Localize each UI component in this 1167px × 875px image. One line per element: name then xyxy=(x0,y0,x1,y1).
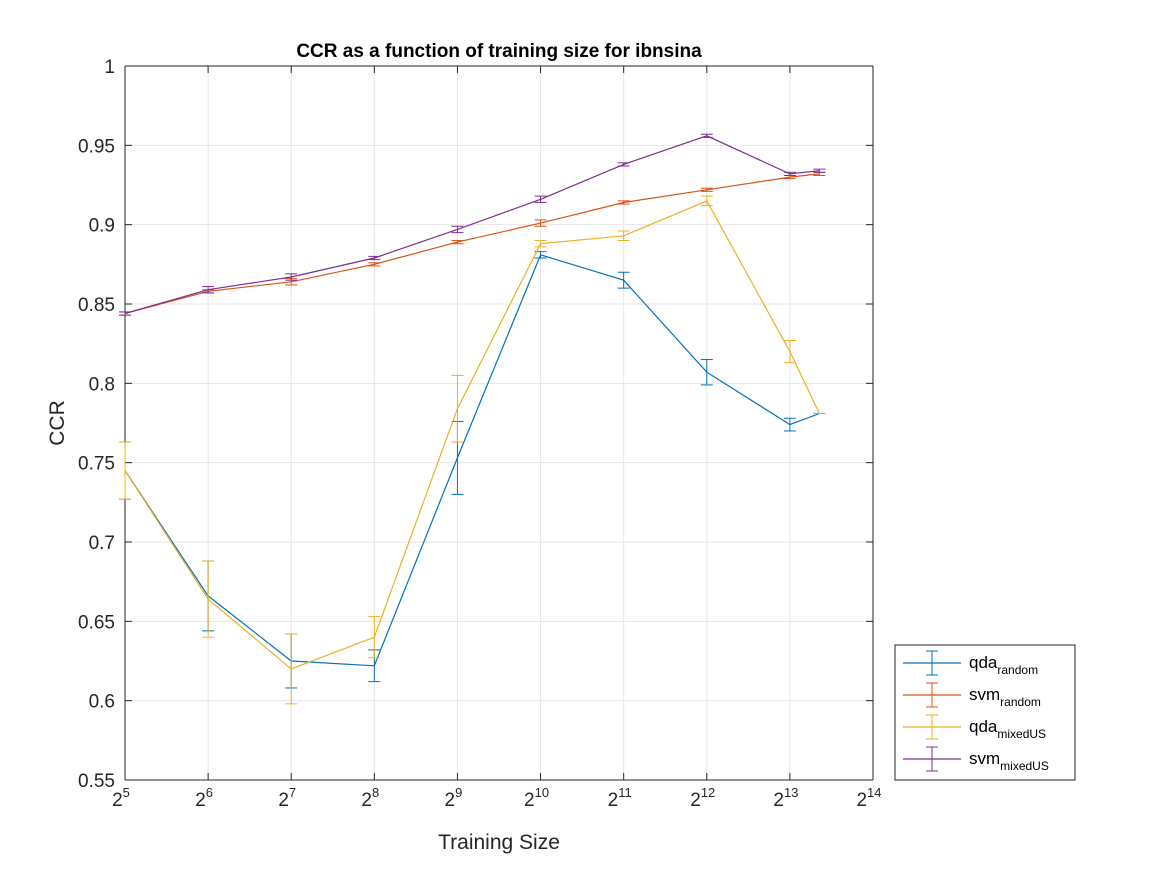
plot-area xyxy=(125,66,873,780)
grid xyxy=(125,66,873,780)
x-tick-label: 213 xyxy=(773,785,798,811)
legend-item: qdarandom xyxy=(903,650,1038,677)
series-line xyxy=(124,173,820,315)
legend-label: qdarandom xyxy=(969,653,1038,677)
x-axis-label: Training Size xyxy=(438,831,560,854)
y-tick-label: 0.65 xyxy=(78,612,115,633)
y-tick-label: 0.6 xyxy=(89,692,115,713)
chart-title: CCR as a function of training size for i… xyxy=(296,41,702,62)
x-tick-label: 210 xyxy=(524,785,549,811)
x-tick-label: 211 xyxy=(608,785,632,811)
series-qda-mixedUS xyxy=(119,195,826,705)
x-tick-label: 212 xyxy=(690,785,715,811)
y-tick-label: 0.8 xyxy=(89,374,115,395)
y-tick-label: 0.75 xyxy=(78,454,115,475)
legend-box xyxy=(894,644,1076,781)
x-tick-label: 26 xyxy=(195,785,213,811)
axes: 25 26 27 28 29 210 211 212 213 214 0.55 0.6 0.65 0.7 0… xyxy=(78,57,882,811)
series-line xyxy=(124,135,820,315)
legend-label: qdamixedUS xyxy=(969,717,1046,741)
legend-label: svmmixedUS xyxy=(969,749,1049,773)
legend-item: svmrandom xyxy=(903,682,1041,709)
series-group xyxy=(119,133,826,705)
y-tick-label: 0.7 xyxy=(89,533,115,554)
y-tick-label: 0.95 xyxy=(78,136,115,157)
series-svm-mixedUS xyxy=(119,133,826,316)
y-axis-label: CCR xyxy=(46,400,69,446)
y-tick-label: 0.85 xyxy=(78,295,115,316)
y-tick-label: 1 xyxy=(104,57,115,78)
legend-item: qdamixedUS xyxy=(903,714,1046,741)
legend: qdarandom svmrandom qdamixedUS svmmixedUS xyxy=(894,644,1076,781)
x-tick-label: 25 xyxy=(112,785,130,811)
x-tick-label: 214 xyxy=(856,785,881,811)
series-line xyxy=(124,254,820,667)
legend-label: svmrandom xyxy=(969,685,1041,709)
x-tick-label: 27 xyxy=(278,785,296,811)
series-line xyxy=(124,200,820,670)
x-tick-label: 29 xyxy=(445,785,463,811)
x-tick-label: 28 xyxy=(361,785,379,811)
legend-item: svmmixedUS xyxy=(903,746,1049,773)
y-tick-label: 0.9 xyxy=(89,216,115,237)
y-tick-label: 0.55 xyxy=(78,771,115,792)
